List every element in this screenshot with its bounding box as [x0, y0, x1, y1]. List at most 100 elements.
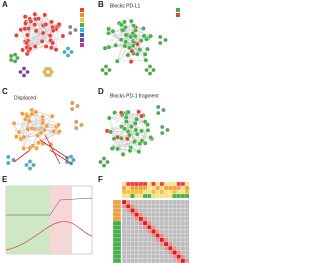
heatmap-cell [126, 229, 131, 234]
heatmap-cell [126, 208, 131, 213]
node [139, 113, 145, 119]
node [112, 110, 118, 116]
heatmap-cell [184, 204, 190, 209]
side-cell [112, 237, 122, 243]
side-cell [112, 233, 122, 238]
heatmap-cell [180, 212, 186, 217]
heatmap-cell [147, 241, 152, 247]
heatmap-cell [126, 254, 131, 259]
heatmap-cell [126, 258, 131, 263]
edge [35, 111, 53, 117]
heatmap-cell [151, 220, 156, 226]
heatmap-cell [142, 204, 148, 209]
node [123, 39, 129, 45]
heatmap-cell [147, 199, 152, 205]
node [6, 155, 11, 159]
edge [34, 24, 57, 50]
heatmap-cell [180, 258, 186, 263]
heatmap-cell [184, 254, 190, 259]
node [100, 68, 105, 72]
heatmap-cell [121, 212, 127, 217]
node [104, 71, 108, 76]
header-cell [155, 185, 160, 191]
header-cell [138, 189, 144, 195]
heatmap-cell [155, 233, 160, 238]
heatmap-cell [176, 246, 181, 251]
heatmap-cell [138, 220, 144, 226]
header-cell [184, 181, 190, 187]
heatmap-cell [126, 216, 131, 222]
side-cell [112, 204, 122, 209]
header-cell [134, 193, 139, 199]
heatmap-cell [126, 250, 131, 255]
heatmap-cell [121, 246, 127, 251]
header-cell [168, 181, 173, 187]
node [102, 156, 106, 161]
node [109, 146, 115, 151]
node [24, 163, 29, 167]
heatmap-cell [147, 204, 152, 209]
node [13, 59, 18, 64]
node [144, 36, 149, 42]
node [69, 154, 74, 159]
node [114, 58, 120, 64]
heatmap-cell [184, 241, 190, 247]
node [28, 18, 34, 24]
side-cell [112, 208, 122, 213]
heatmap-cell [142, 241, 148, 247]
legend-swatch [80, 38, 84, 42]
heatmap-cell [159, 254, 165, 259]
heatmap-cell [172, 258, 177, 263]
heatmap-cell [172, 246, 177, 251]
heatmap-cell [172, 254, 177, 259]
heatmap-cell [184, 216, 190, 222]
node [68, 31, 73, 35]
heatmap-cell [151, 237, 156, 243]
node [47, 33, 53, 39]
heatmap-cell [155, 199, 160, 205]
side-cell [112, 258, 122, 263]
node [15, 56, 20, 60]
node [6, 161, 11, 165]
curve [6, 197, 93, 216]
heatmap-cell [159, 246, 165, 251]
edge [23, 128, 33, 149]
heatmap-cell [163, 220, 169, 226]
header-cell [151, 185, 156, 191]
heatmap-cell [142, 246, 148, 251]
edge [114, 112, 127, 122]
heatmap-cell [134, 220, 139, 226]
header-cell [168, 185, 173, 191]
figure: A B Blocks PD-L1 C Displaced D Blocks PD… [2, 0, 190, 263]
side-cell [112, 199, 122, 205]
node [13, 52, 18, 57]
arrow [44, 134, 61, 165]
node [22, 66, 26, 71]
heatmap-cell [121, 233, 127, 238]
heatmap-cell [168, 212, 173, 217]
heatmap-cell [130, 233, 135, 238]
node [43, 22, 49, 27]
node [66, 46, 70, 51]
header-cell [159, 181, 165, 187]
heatmap-cell [134, 216, 139, 222]
header-cell [151, 189, 156, 195]
heatmap-cell [159, 241, 165, 247]
node [120, 151, 126, 157]
header-cell [138, 181, 144, 187]
node [11, 120, 17, 126]
heatmap-cell [163, 225, 169, 230]
heatmap-cell [147, 258, 152, 263]
edge [14, 123, 59, 126]
arrow [13, 149, 31, 163]
header-cell [176, 185, 181, 191]
heatmap-cell [155, 241, 160, 247]
node [36, 16, 42, 22]
heatmap-cell [176, 212, 181, 217]
node [118, 110, 124, 116]
heatmap-cell [184, 225, 190, 230]
node [68, 25, 73, 29]
panel-title: Blocks PD-1 fragment [110, 93, 159, 99]
node [47, 67, 52, 71]
panel-letter: F [98, 175, 103, 184]
